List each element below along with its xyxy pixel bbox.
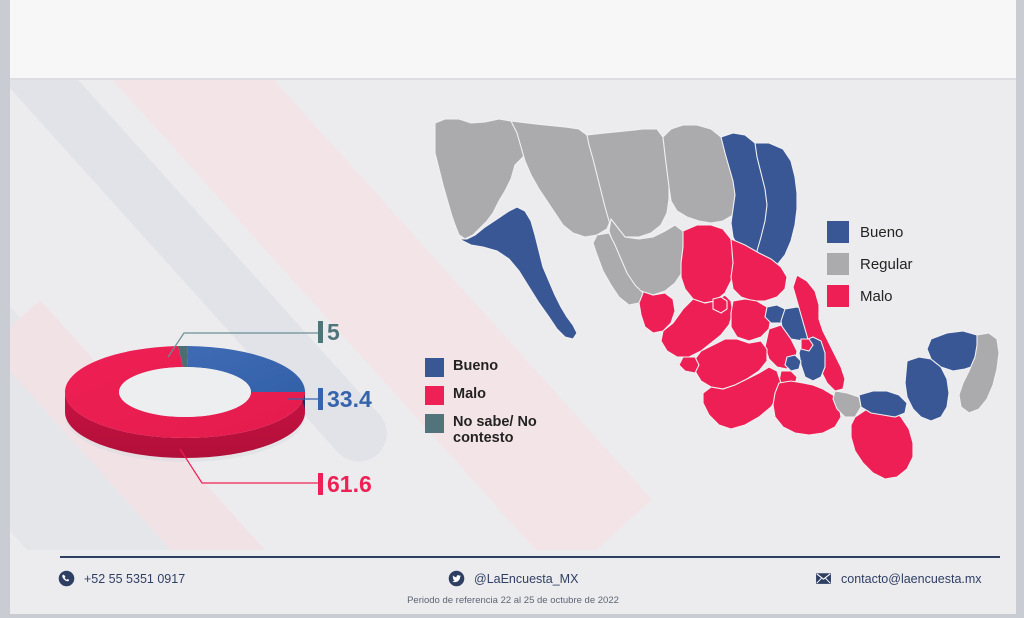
right-edge-gutter: [1016, 0, 1024, 618]
mexico-choropleth-map: [415, 95, 1015, 515]
footer-divider: [60, 556, 1000, 558]
donut-slice-malo[interactable]: [64, 346, 306, 438]
donut-value-bueno-text: 33.4: [327, 386, 372, 412]
state-zacatecas[interactable]: [680, 224, 736, 304]
map-legend-label-regular: Regular: [860, 255, 913, 273]
map-legend-item-bueno[interactable]: Bueno: [827, 221, 913, 243]
map-legend-label-malo: Malo: [860, 287, 893, 305]
footer-email-text: contacto@laencuesta.mx: [841, 571, 982, 586]
state-nayarit[interactable]: [638, 290, 676, 334]
state-guanajuato[interactable]: [730, 298, 772, 342]
state-oaxaca[interactable]: [772, 380, 842, 436]
donut-chart-svg: [64, 346, 306, 462]
donut-chart: [60, 330, 310, 465]
value-tick-bueno: [318, 388, 323, 410]
donut-value-no-sabe: 5: [318, 319, 340, 346]
donut-legend-label-bueno: Bueno: [453, 358, 499, 374]
donut-value-malo-text: 61.6: [327, 471, 372, 497]
map-legend: Bueno Regular Malo: [827, 221, 913, 317]
footer-phone-text: +52 55 5351 0917: [84, 571, 186, 586]
whatsapp-icon: [58, 570, 75, 587]
leader-line-no-sabe: [167, 332, 318, 358]
bottom-edge-gutter: [0, 614, 1024, 618]
donut-legend-item-malo[interactable]: Malo: [425, 386, 558, 405]
header-divider: [10, 78, 1016, 80]
map-states: [434, 118, 1000, 480]
state-sinaloa[interactable]: [592, 232, 644, 306]
envelope-icon: [816, 573, 831, 584]
map-legend-swatch-malo: [827, 285, 849, 307]
state-colima[interactable]: [678, 356, 700, 374]
donut-hole: [119, 367, 251, 417]
footer-twitter-text: @LaEncuesta_MX: [474, 571, 579, 586]
value-tick-no-sabe: [318, 321, 323, 343]
state-ciudad-de-mexico[interactable]: [784, 354, 802, 372]
map-legend-swatch-regular: [827, 253, 849, 275]
map-legend-item-regular[interactable]: Regular: [827, 253, 913, 275]
map-legend-label-bueno: Bueno: [860, 223, 904, 241]
state-san-luis-potosi[interactable]: [730, 238, 788, 302]
state-isthmus-region[interactable]: [832, 390, 862, 418]
footer-email[interactable]: contacto@laencuesta.mx: [815, 570, 982, 587]
state-quintana-roo[interactable]: [958, 332, 1000, 414]
donut-legend-label-no-sabe: No sabe/ No contesto: [453, 414, 537, 447]
state-chihuahua[interactable]: [586, 128, 670, 238]
donut-legend-swatch-malo: [425, 386, 444, 405]
value-tick-malo: [318, 473, 323, 495]
state-veracruz[interactable]: [792, 274, 846, 392]
state-tlaxcala[interactable]: [800, 338, 814, 352]
donut-legend-swatch-no-sabe: [425, 414, 444, 433]
map-legend-swatch-bueno: [827, 221, 849, 243]
state-aguascalientes[interactable]: [712, 296, 728, 314]
donut-legend-swatch-bueno: [425, 358, 444, 377]
donut-slice-no-sabe[interactable]: [178, 346, 188, 367]
footer-twitter[interactable]: @LaEncuesta_MX: [448, 570, 578, 587]
donut-value-malo: 61.6: [318, 471, 372, 498]
state-baja-california[interactable]: [434, 118, 528, 240]
map-legend-item-malo[interactable]: Malo: [827, 285, 913, 307]
footer-phone[interactable]: +52 55 5351 0917: [58, 570, 185, 587]
footer: +52 55 5351 0917 @LaEncuesta_MX contacto…: [10, 560, 1016, 614]
state-sonora[interactable]: [510, 120, 612, 238]
donut-legend: Bueno Malo No sabe/ No contesto: [425, 358, 558, 455]
footer-reference-period: Periodo de referencia 22 al 25 de octubr…: [407, 595, 619, 606]
state-michoacan[interactable]: [694, 338, 768, 390]
state-baja-california-sur[interactable]: [458, 206, 578, 340]
donut-value-no-sabe-text: 5: [327, 319, 340, 345]
map-svg: [434, 118, 1000, 480]
state-tabasco[interactable]: [858, 390, 908, 418]
donut-slice-bueno[interactable]: [187, 346, 305, 392]
state-chiapas[interactable]: [850, 404, 914, 480]
leader-line-malo: [179, 448, 318, 484]
donut-leader-lines: [167, 332, 318, 484]
donut-value-bueno: 33.4: [318, 386, 372, 413]
left-edge-gutter: [0, 0, 10, 618]
donut-legend-item-no-sabe[interactable]: No sabe/ No contesto: [425, 414, 558, 446]
donut-legend-item-bueno[interactable]: Bueno: [425, 358, 558, 377]
header-bar: [10, 0, 1016, 78]
donut-legend-label-malo: Malo: [453, 386, 487, 402]
donut-top-faces: [64, 346, 306, 438]
twitter-icon: [448, 570, 465, 587]
